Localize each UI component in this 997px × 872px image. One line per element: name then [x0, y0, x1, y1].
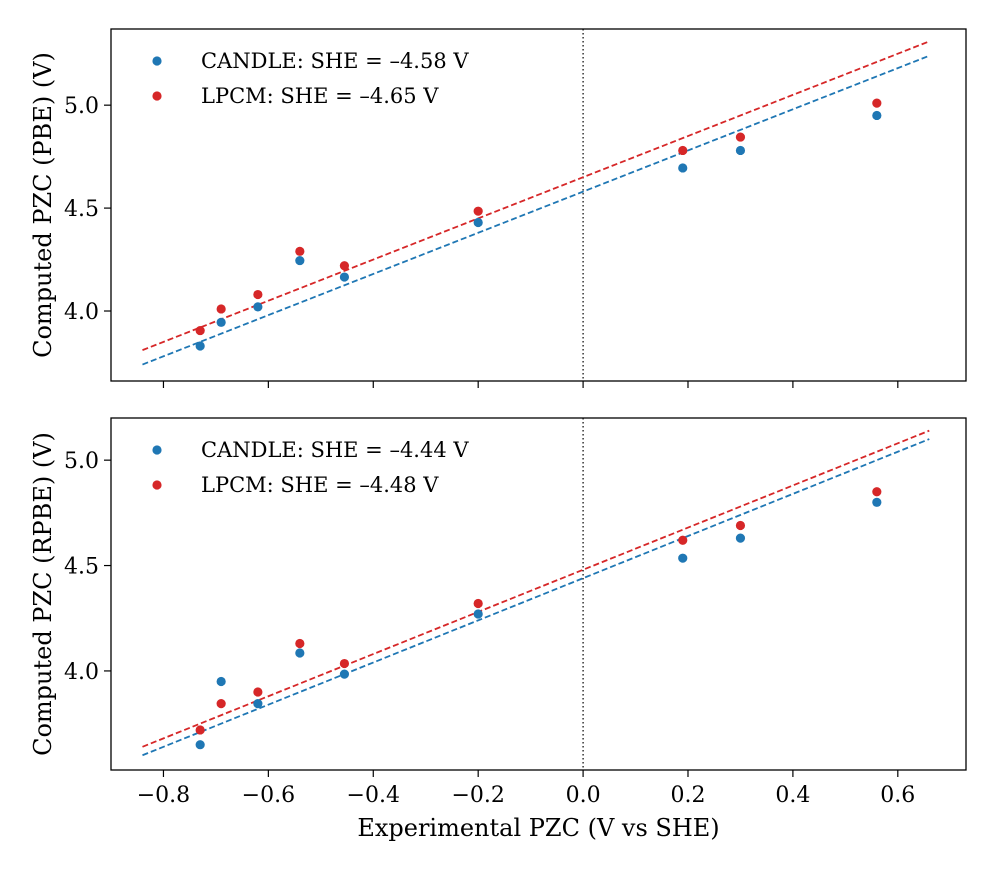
y-axis-label: Computed PZC (RPBE) (V): [29, 432, 57, 756]
data-point-candle: [339, 272, 350, 282]
data-point-lpcm: [473, 598, 483, 609]
legend-marker-candle: [152, 56, 162, 66]
data-point-lpcm: [678, 145, 688, 156]
y-tick-label: 4.5: [64, 197, 99, 222]
fit-line-candle: [142, 54, 930, 366]
legend-label-lpcm: LPCM: SHE = –4.65 V: [201, 84, 439, 108]
data-point-candle: [339, 669, 350, 679]
data-point-lpcm: [678, 535, 688, 545]
fit-line-lpcm: [142, 40, 930, 351]
data-point-lpcm: [216, 304, 226, 314]
data-point-lpcm: [295, 246, 305, 256]
legend: CANDLE: SHE = –4.44 V LPCM: SHE = –4.48 V: [152, 438, 469, 497]
data-point-lpcm: [216, 699, 226, 709]
data-point-lpcm: [339, 658, 350, 669]
x-tick-label: 0.2: [670, 783, 705, 808]
x-tick-label: −0.2: [451, 783, 504, 808]
x-tick-label: 0.6: [880, 783, 915, 808]
data-point-candle: [295, 255, 305, 266]
data-point-candle: [253, 302, 263, 312]
data-point-lpcm: [253, 289, 263, 300]
x-tick-label: 0.4: [775, 783, 810, 808]
legend: CANDLE: SHE = –4.58 V LPCM: SHE = –4.65 V: [152, 49, 469, 108]
x-tick-label: −0.4: [347, 783, 400, 808]
data-point-lpcm: [295, 638, 305, 649]
y-tick-label: 4.5: [64, 555, 99, 580]
data-point-candle: [678, 163, 688, 173]
data-point-candle: [473, 609, 483, 619]
data-point-lpcm: [253, 687, 263, 697]
data-point-candle: [195, 341, 205, 351]
bottom-panel: −0.8 −0.6 −0.4 −0.2 0.0 0.2 0.4 0.6 4.0 4.5 5.0 Com…: [29, 417, 967, 842]
legend-label-lpcm: LPCM: SHE = –4.48 V: [201, 473, 439, 497]
data-point-candle: [216, 317, 226, 327]
data-point-lpcm: [872, 98, 882, 108]
data-point-candle: [872, 110, 882, 121]
x-tick-label: 0.0: [566, 783, 601, 808]
legend-marker-lpcm: [152, 91, 162, 101]
data-point-candle: [678, 553, 688, 563]
y-axis-label: Computed PZC (PBE) (V): [29, 52, 57, 358]
data-point-candle: [735, 533, 746, 543]
data-point-candle: [295, 648, 305, 658]
x-tick-label: −0.8: [137, 783, 190, 808]
data-point-lpcm: [339, 261, 350, 271]
data-point-candle: [253, 699, 263, 709]
fit-line-candle: [142, 438, 930, 757]
data-point-lpcm: [473, 206, 483, 216]
y-tick-label: 4.0: [64, 300, 99, 325]
fit-line-lpcm: [142, 429, 930, 748]
y-tick-label: 4.0: [64, 660, 99, 685]
y-tick-label: 5.0: [64, 449, 99, 474]
top-panel: 4.0 4.5 5.0 Computed PZC (PBE) (V) CANDLE: S…: [29, 28, 967, 388]
data-point-lpcm: [195, 725, 205, 735]
axes-frame: [110, 28, 967, 382]
y-tick-label: 5.0: [64, 94, 99, 119]
data-point-candle: [872, 497, 882, 507]
data-point-lpcm: [195, 325, 205, 336]
x-tick-label: −0.6: [242, 783, 295, 808]
x-axis-label: Experimental PZC (V vs SHE): [357, 814, 719, 842]
data-point-candle: [735, 145, 746, 156]
data-point-candle: [216, 676, 226, 687]
legend-marker-lpcm: [152, 480, 162, 490]
data-point-lpcm: [735, 132, 746, 142]
data-point-candle: [195, 740, 205, 750]
data-point-lpcm: [872, 487, 882, 497]
data-point-lpcm: [735, 520, 746, 531]
legend-label-candle: CANDLE: SHE = –4.58 V: [201, 49, 469, 73]
legend-marker-candle: [152, 445, 162, 455]
data-point-candle: [473, 217, 483, 228]
legend-label-candle: CANDLE: SHE = –4.44 V: [201, 438, 469, 462]
axes-frame: [110, 417, 967, 771]
